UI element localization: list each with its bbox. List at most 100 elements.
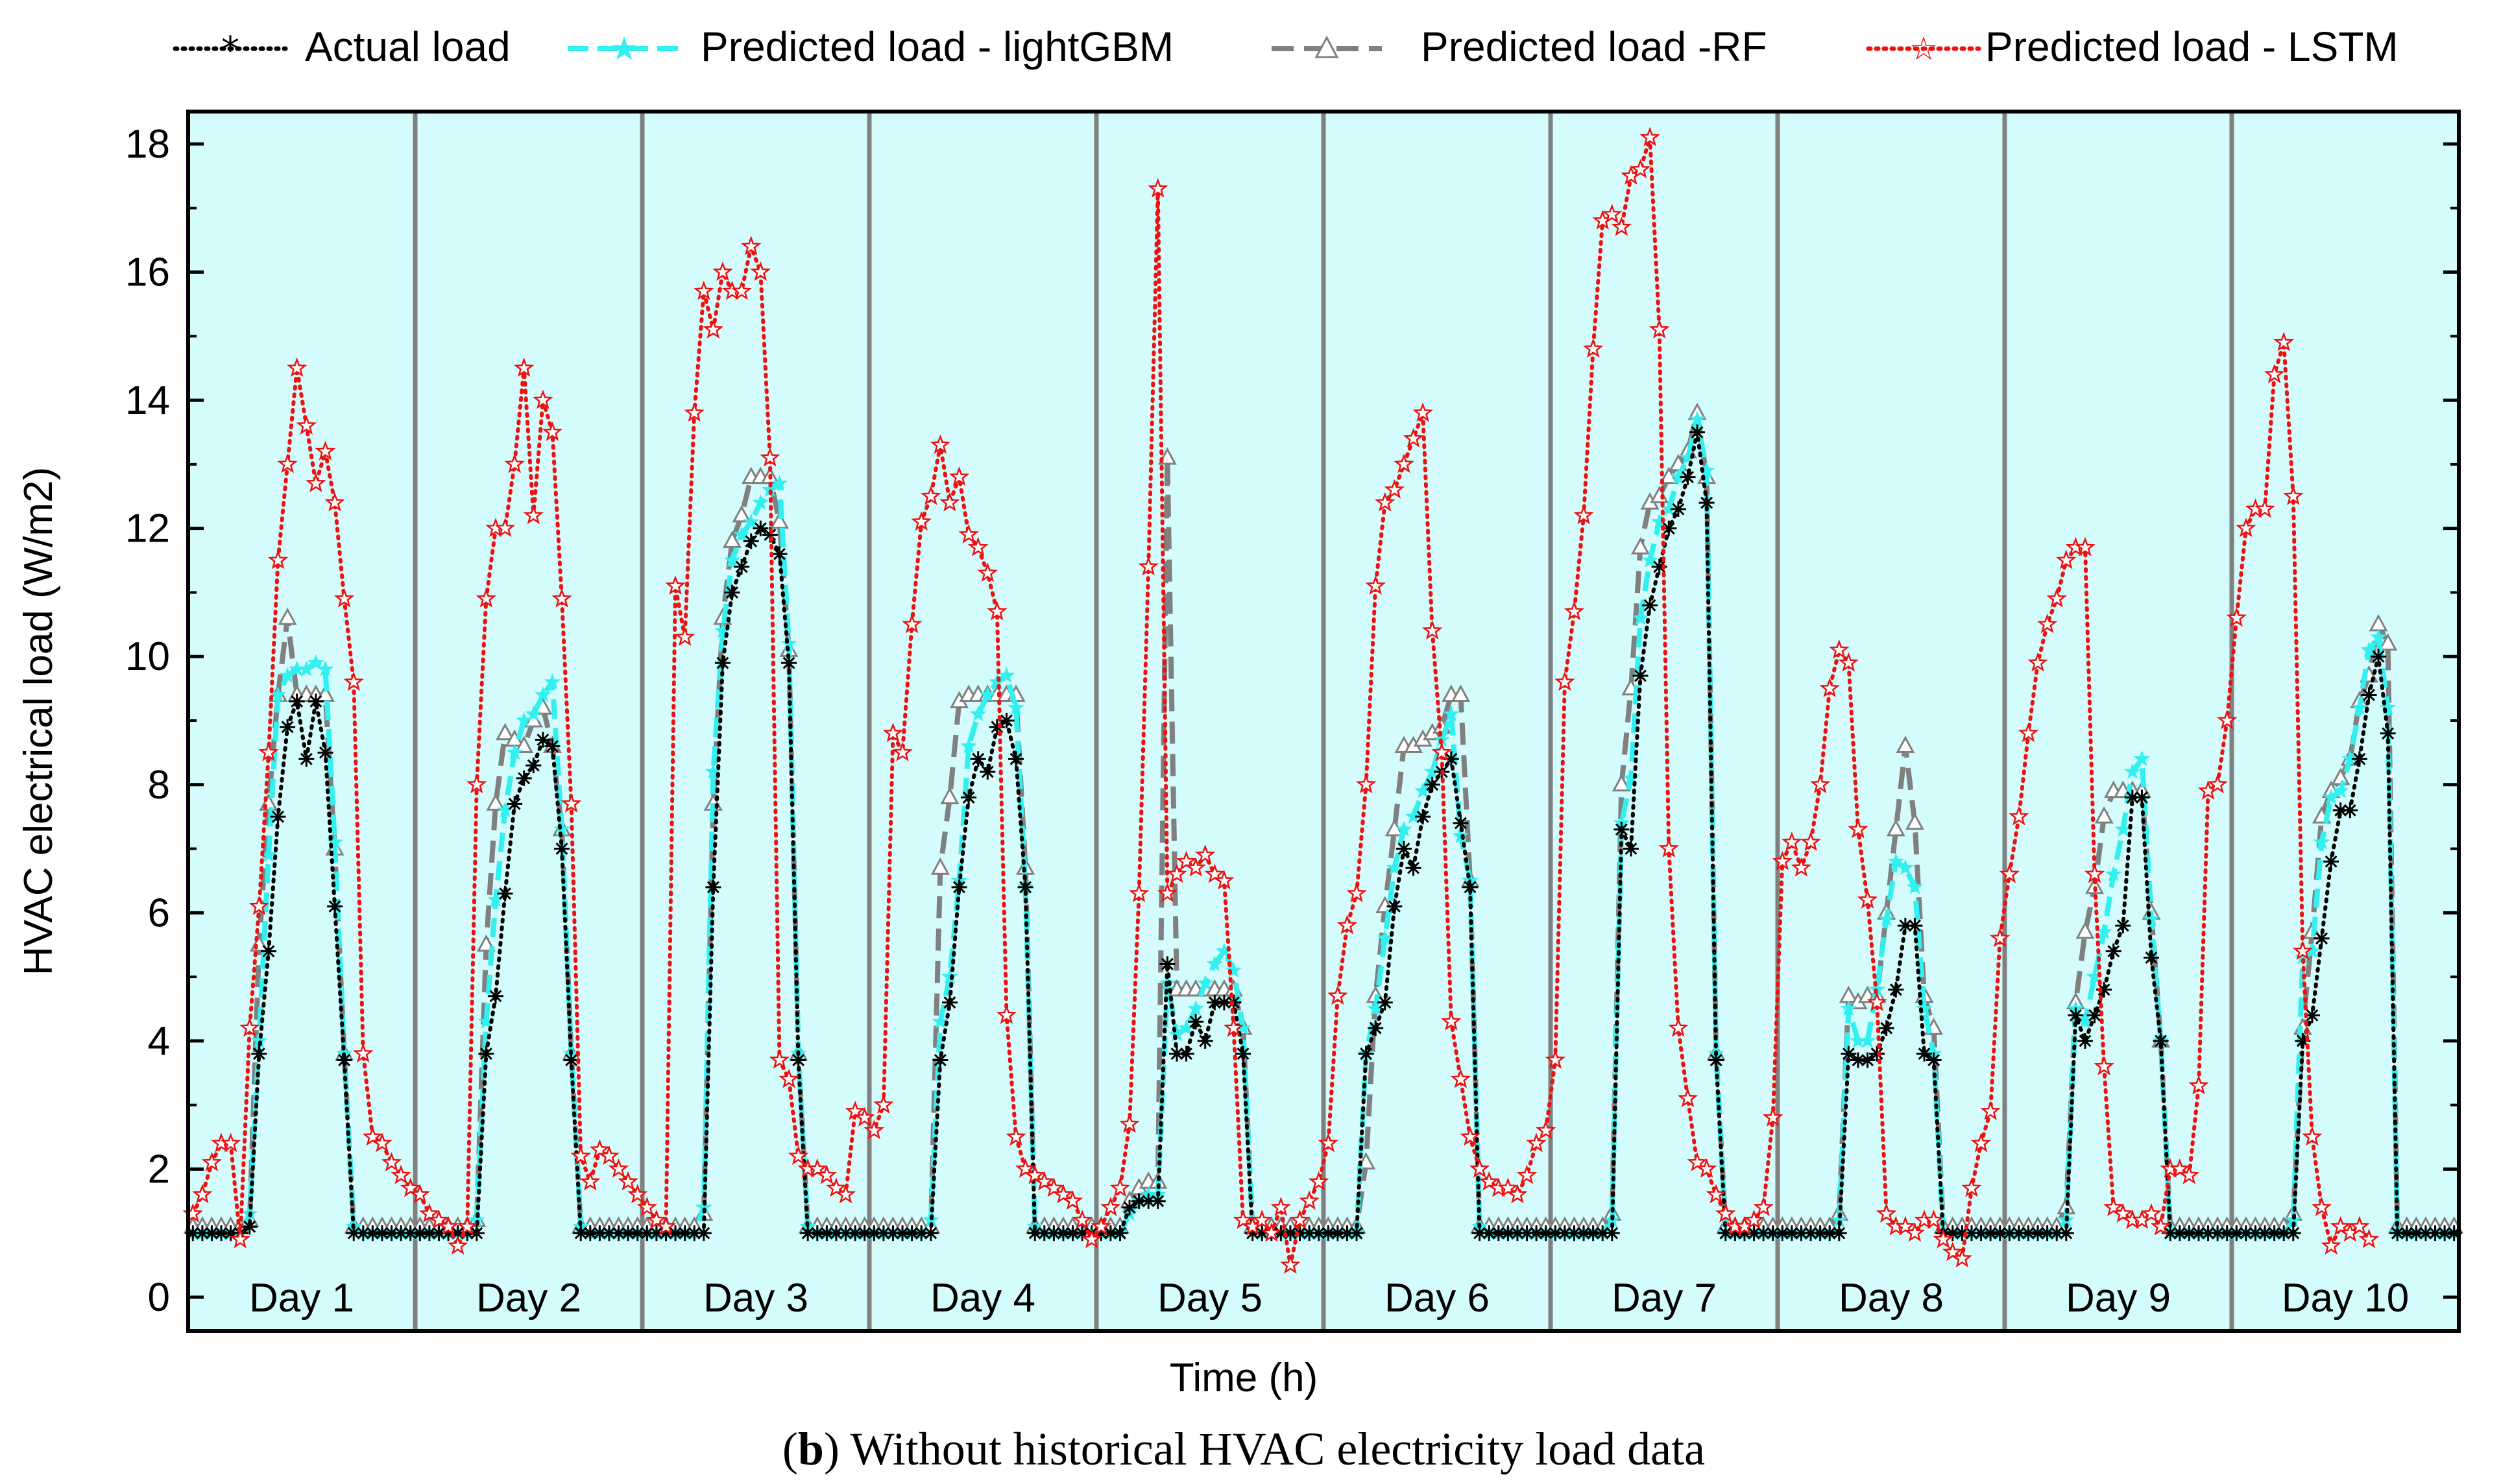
data-point: [1641, 551, 1658, 568]
data-point: [771, 546, 788, 562]
data-point: [2105, 943, 2121, 959]
data-point: [2075, 921, 2095, 939]
data-point: [1403, 427, 1424, 448]
day-label: Day 9: [2066, 1276, 2171, 1321]
data-point: [1887, 852, 1905, 869]
data-point: [1235, 1046, 1251, 1062]
data-point: [2257, 1225, 2273, 1241]
data-point: [308, 693, 324, 710]
data-point: [1803, 1225, 1819, 1241]
data-point: [333, 588, 355, 608]
data-point: [1451, 684, 1470, 702]
data-point: [1869, 1046, 1885, 1062]
data-point: [2086, 1007, 2103, 1023]
data-point: [1188, 1014, 1204, 1030]
data-point: [1983, 1225, 1999, 1241]
data-point: [2207, 774, 2228, 794]
data-point: [1727, 1225, 1743, 1241]
data-point: [535, 732, 551, 748]
data-point: [734, 558, 750, 575]
data-point: [1753, 1197, 1774, 1217]
data-point: [1138, 556, 1159, 576]
data-point: [1857, 889, 1878, 909]
data-point: [712, 261, 733, 281]
y-tick-label: 0: [148, 1275, 170, 1320]
data-point: [2077, 1033, 2093, 1049]
data-point: [2020, 1225, 2036, 1241]
legend-item-lightgbm[interactable]: ★ Predicted load - lightGBM: [568, 23, 1174, 70]
data-point: [592, 1225, 608, 1241]
y-tick-label: 16: [125, 250, 170, 295]
data-point: [2115, 918, 2131, 934]
data-point: [1453, 815, 1469, 832]
data-point: [2190, 1225, 2206, 1241]
data-point: [2247, 1225, 2264, 1241]
data-point: [2304, 1007, 2320, 1023]
data-point: [2229, 1225, 2245, 1241]
data-point: [2380, 725, 2396, 741]
series-line: [191, 136, 2371, 1267]
data-point: [1989, 928, 2011, 948]
data-point: [1100, 1197, 1121, 1217]
data-point: [686, 1225, 703, 1241]
data-point: [1743, 1209, 1765, 1229]
data-point: [1736, 1225, 1752, 1241]
data-point: [447, 1235, 468, 1255]
data-point: [1850, 1052, 1866, 1068]
data-point: [892, 741, 913, 761]
data-point: [1490, 1225, 1506, 1241]
data-point: [2264, 364, 2285, 383]
data-point: [201, 1152, 223, 1171]
data-point: [1840, 1000, 1857, 1016]
data-point: [2216, 710, 2238, 730]
data-point: [2171, 1225, 2188, 1241]
data-point: [790, 1052, 806, 1068]
data-point: [220, 1132, 241, 1153]
data-point: [939, 492, 960, 512]
legend-item-rf[interactable]: Predicted load -RF: [1272, 23, 1767, 70]
data-point: [1566, 1225, 1582, 1241]
data-point: [740, 235, 762, 256]
data-point: [374, 1225, 390, 1241]
data-point: [241, 1219, 258, 1235]
data-point: [1355, 774, 1377, 794]
day-label: Day 2: [476, 1276, 581, 1321]
data-point: [1452, 827, 1469, 843]
data-point: [1612, 774, 1631, 792]
data-point: [1128, 883, 1150, 903]
data-point: [1365, 575, 1386, 595]
data-point: [948, 466, 970, 486]
data-point: [346, 1225, 362, 1241]
data-point: [381, 1152, 402, 1171]
data-point: [1421, 620, 1443, 640]
data-point: [1556, 1225, 1573, 1241]
data-point: [1017, 879, 1033, 895]
legend-label-rf: Predicted load -RF: [1421, 23, 1767, 70]
data-point: [1576, 1225, 1592, 1241]
data-point: [1062, 1190, 1083, 1210]
data-point: [1828, 639, 1850, 659]
day-label: Day 6: [1384, 1276, 1490, 1321]
data-point: [2283, 485, 2304, 505]
data-point: [1756, 1225, 1772, 1241]
data-point: [742, 513, 760, 529]
data-point: [1431, 741, 1453, 761]
data-point: [251, 1046, 267, 1062]
data-point: [1933, 1228, 1954, 1249]
data-point: [1717, 1225, 1734, 1241]
day-label: Day 10: [2282, 1276, 2409, 1321]
data-point: [2056, 549, 2077, 569]
legend-item-lstm[interactable]: ☆ Predicted load - LSTM: [1866, 23, 2398, 70]
data-point: [875, 1225, 891, 1241]
data-point: [779, 1068, 799, 1088]
data-point: [507, 796, 523, 812]
legend-item-actual[interactable]: * Actual load: [173, 23, 511, 71]
data-point: [1651, 558, 1667, 575]
data-point: [1992, 1225, 2008, 1241]
data-point: [1668, 1017, 1689, 1037]
data-point: [1793, 1225, 1809, 1241]
data-point: [1187, 1000, 1204, 1016]
data-point: [1812, 1225, 1828, 1241]
caption-text: Without historical HVAC electricity load…: [840, 1423, 1705, 1475]
data-point: [2361, 687, 2377, 703]
